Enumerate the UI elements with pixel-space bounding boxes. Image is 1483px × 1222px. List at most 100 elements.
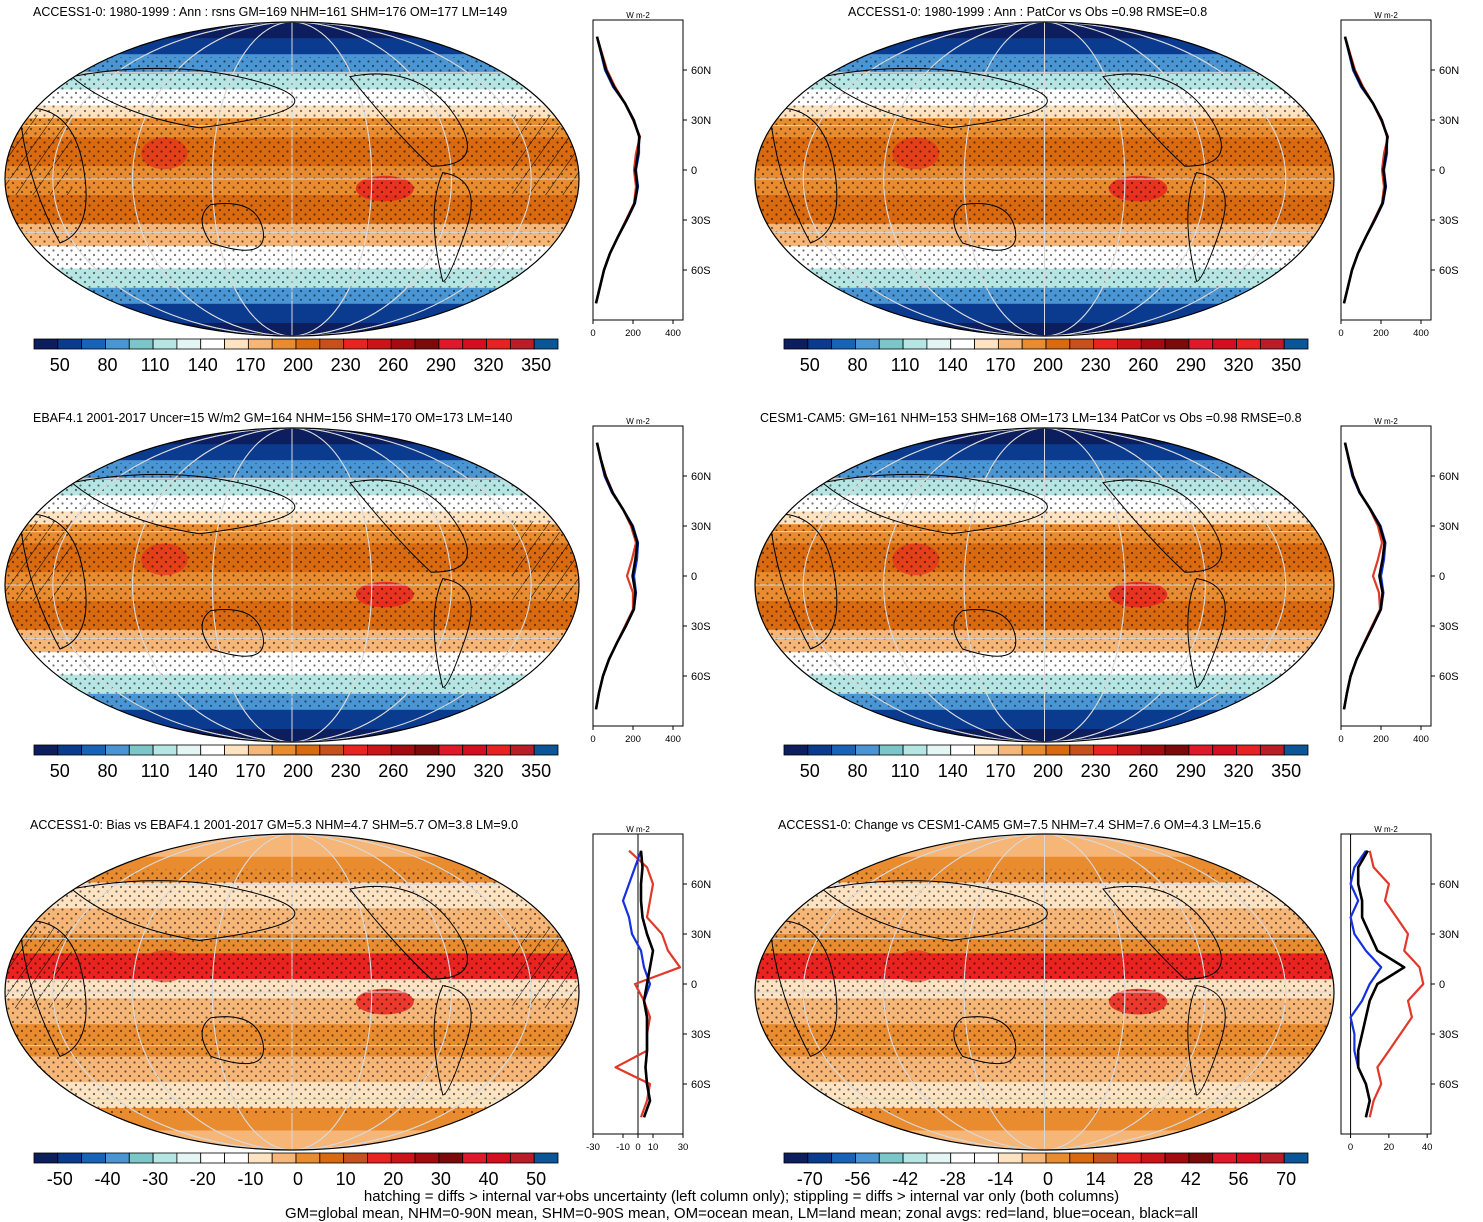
x-tick-label: 200 [625,328,641,339]
colorbar-swatch [82,1153,106,1163]
colorbar-swatch [487,339,511,349]
colorbar-label: 290 [426,761,456,781]
global-map [752,425,1337,745]
colorbar-label: -20 [190,1169,216,1189]
colorbar-label: 70 [1276,1169,1296,1189]
colorbar-swatch [225,745,249,755]
colorbar-swatch [129,339,153,349]
colorbar-swatch [1213,339,1237,349]
colorbar-swatch [487,1153,511,1163]
colorbar-label: 50 [50,761,70,781]
colorbar-swatch [1189,745,1213,755]
colorbar-swatch [320,745,344,755]
colorbar-label: 200 [1033,355,1063,375]
lat-tick-label: 60N [1439,65,1459,77]
colorbar-label: 230 [331,355,361,375]
colorbar-label: 230 [331,761,361,781]
colorbar-label: -40 [94,1169,120,1189]
colorbar-label: 30 [431,1169,451,1189]
hatching [512,928,582,1009]
x-tick-label: 400 [1413,328,1429,339]
colorbar-label: 260 [1128,761,1158,781]
colorbar-swatch [58,745,82,755]
colorbar-swatch [855,339,879,349]
colorbar-swatch [177,1153,201,1163]
colorbar-swatch [82,339,106,349]
colorbar-swatch [415,339,439,349]
colorbar-label: 140 [938,761,968,781]
colorbar-swatch [1117,745,1141,755]
colorbar-label: 140 [188,355,218,375]
x-tick-label: 30 [678,1142,689,1153]
x-tick-label: 10 [648,1142,659,1153]
global-map [752,831,1337,1153]
colorbar-label: 320 [474,355,504,375]
colorbar-swatch [1094,339,1118,349]
colorbar-swatch [1237,1153,1261,1163]
colorbar-swatch [808,339,832,349]
colorbar-swatch [58,1153,82,1163]
colorbar-label: 170 [985,355,1015,375]
x-tick-label: 0 [1348,1142,1353,1153]
colorbar-label: 28 [1133,1169,1153,1189]
colorbar-label: 230 [1081,355,1111,375]
colorbar-label: 50 [800,355,820,375]
x-tick-label: 0 [635,1142,640,1153]
map-field [752,831,1337,1154]
lat-tick-label: 60N [1439,879,1459,891]
colorbar-swatch [832,339,856,349]
colorbar-swatch [1165,1153,1189,1163]
zonal-units: W m-2 [1374,417,1398,426]
colorbar-swatch [1260,339,1284,349]
colorbar-swatch [975,339,999,349]
map-field [752,19,1337,340]
colorbar-label: 200 [283,761,313,781]
colorbar-swatch [1165,339,1189,349]
colorbar-label: 10 [336,1169,356,1189]
x-tick-label: 400 [665,734,681,745]
lat-tick-label: 60S [691,1079,711,1091]
colorbar-swatch [1046,339,1070,349]
map-field [2,19,582,340]
colorbar-swatch [344,745,368,755]
colorbar-swatch [808,745,832,755]
lat-tick-label: 30N [1439,115,1459,127]
colorbar-swatch [784,339,808,349]
colorbar-swatch [153,1153,177,1163]
colorbar-swatch [1141,1153,1165,1163]
x-tick-label: 200 [1373,734,1389,745]
colorbar-swatch [272,745,296,755]
lat-tick-label: 60S [1439,1079,1459,1091]
colorbar-swatch [1046,745,1070,755]
footer-note-means: GM=global mean, NHM=0-90N mean, SHM=0-90… [0,1205,1483,1222]
colorbar-swatch [975,745,999,755]
colorbar-swatch [225,1153,249,1163]
colorbar-swatch [927,745,951,755]
map-field [752,425,1337,746]
colorbar-swatch [879,745,903,755]
colorbar-label: -70 [797,1169,823,1189]
zonal-frame [593,426,683,726]
colorbar-swatch [832,745,856,755]
colorbar-label: 290 [1176,355,1206,375]
colorbar-swatch [367,339,391,349]
colorbar-swatch [1141,339,1165,349]
colorbar-swatch [927,339,951,349]
colorbar-swatch [391,745,415,755]
colorbar-label: 110 [891,355,920,375]
colorbar-swatch [1022,339,1046,349]
hatching [2,928,72,1009]
colorbar-label: 50 [526,1169,546,1189]
colorbar-swatch [951,339,975,349]
colorbar-label: 350 [521,761,551,781]
colorbar-label: 80 [97,761,117,781]
colorbar-swatch [320,339,344,349]
colorbar-label: 170 [235,355,265,375]
x-tick-label: 200 [625,734,641,745]
zonal-units: W m-2 [626,11,650,20]
colorbar-swatch [34,1153,58,1163]
colorbar-swatch [82,745,106,755]
zonal-units: W m-2 [1374,11,1398,20]
colorbar-swatch [177,339,201,349]
colorbar-swatch [248,339,272,349]
